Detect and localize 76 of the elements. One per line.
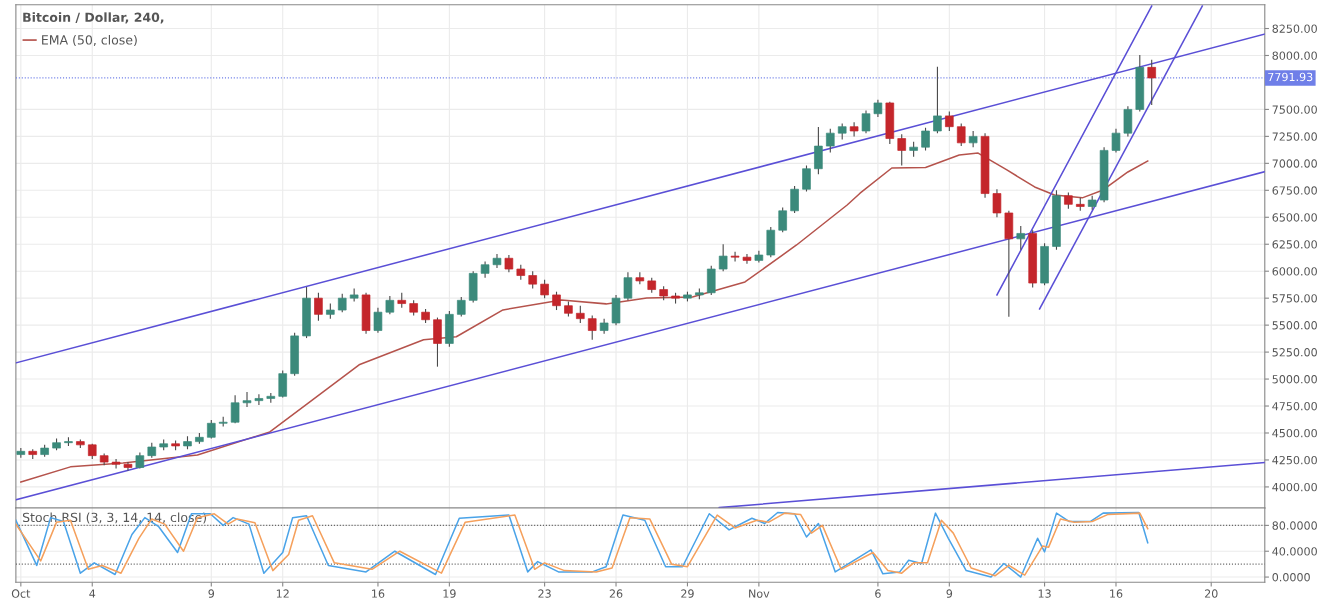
y-tick-label: 80.0000	[1272, 521, 1317, 530]
candlestick	[718, 243, 728, 272]
candlestick	[1147, 59, 1156, 106]
y-tick-label: 40.0000	[1272, 547, 1317, 556]
y-tick-label: 8250.00	[1272, 24, 1317, 33]
candlestick	[349, 287, 359, 302]
candlestick	[730, 251, 740, 263]
y-tick-label: 5750.00	[1272, 294, 1317, 303]
x-tick-label: 12	[276, 589, 289, 598]
candlestick	[802, 164, 811, 192]
candlestick	[123, 461, 133, 472]
candlestick	[337, 293, 347, 313]
candlestick	[790, 185, 799, 214]
x-tick-label: 29	[681, 589, 694, 598]
candlestick	[230, 394, 240, 424]
y-tick-label: 6250.00	[1272, 240, 1317, 249]
ref-line-label: 7791.93	[1268, 72, 1313, 82]
y-tick-label: 7500.00	[1272, 105, 1317, 114]
y-tick-label: 6000.00	[1272, 267, 1317, 276]
x-tick-label: 16	[372, 589, 385, 598]
candlestick	[826, 128, 835, 154]
x-tick-label: Oct	[11, 589, 31, 598]
y-tick-label: 4250.00	[1272, 455, 1317, 465]
candlestick	[861, 109, 871, 134]
candlestick	[433, 317, 442, 368]
y-tick-label: 0.0000	[1272, 573, 1310, 582]
x-tick-label: 9	[208, 589, 215, 598]
legend-label: EMA (50, close)	[42, 34, 137, 47]
candlestick	[706, 265, 716, 296]
x-tick-label: 9	[946, 589, 953, 598]
y-tick-label: 5500.00	[1272, 321, 1317, 330]
candlestick	[1016, 225, 1026, 251]
candlestick	[778, 207, 787, 233]
candlestick	[1111, 128, 1121, 154]
y-tick-label: 8000.00	[1272, 51, 1317, 60]
candlestick	[540, 279, 549, 299]
candlestick	[385, 295, 395, 315]
y-tick-label: 7000.00	[1272, 159, 1317, 168]
x-tick-label: 19	[443, 589, 456, 598]
x-tick-label: 23	[538, 589, 551, 598]
candlestick	[945, 111, 954, 132]
y-tick-label: 4000.00	[1272, 482, 1317, 492]
candlestick	[111, 458, 121, 470]
y-tick-label: 6500.00	[1272, 213, 1317, 222]
y-tick-label: 5000.00	[1272, 375, 1317, 384]
x-tick-label: 13	[1038, 589, 1051, 598]
candlestick	[897, 133, 906, 167]
candlestick	[921, 127, 930, 151]
candlestick	[587, 314, 597, 341]
text: Bitcoin / Dollar, 240,	[23, 12, 164, 24]
candlestick	[552, 291, 561, 311]
candlestick	[373, 307, 383, 334]
candlestick	[623, 271, 633, 301]
candlestick	[742, 253, 752, 265]
x-tick-label: 6	[875, 589, 881, 598]
y-tick-label: 4750.00	[1272, 402, 1317, 411]
candlestick	[242, 391, 252, 408]
y-tick-label: 6750.00	[1272, 186, 1317, 195]
x-tick-label: 16	[1110, 589, 1123, 598]
y-tick-label: 5250.00	[1272, 348, 1317, 357]
x-tick-label: 4	[89, 589, 96, 598]
candlestick	[956, 122, 966, 147]
candlestick	[849, 121, 859, 137]
candlestick	[814, 126, 823, 175]
candlestick	[1123, 105, 1133, 137]
x-tick-label: 20	[1204, 589, 1218, 598]
candlestick	[933, 66, 942, 134]
x-tick-label: 26	[609, 589, 623, 598]
candlestick	[992, 188, 1002, 218]
candlestick	[254, 393, 264, 406]
candlestick	[278, 369, 287, 398]
y-tick-label: 4500.00	[1272, 428, 1317, 438]
candlestick	[314, 292, 323, 322]
candlestick	[457, 296, 466, 318]
x-tick-label: Nov	[749, 589, 770, 598]
y-tick-label: 7250.00	[1272, 132, 1317, 141]
